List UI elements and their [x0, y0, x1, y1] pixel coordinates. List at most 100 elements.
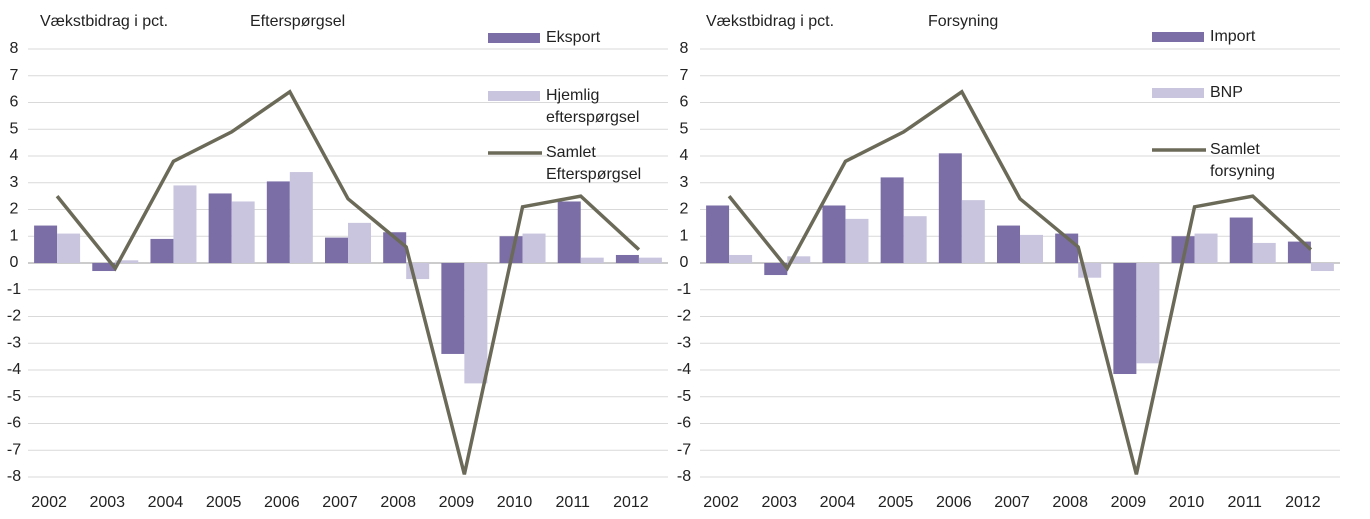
y-tick-label: 2 [10, 201, 19, 218]
legend-label: BNP [1210, 84, 1243, 101]
bar [289, 172, 313, 263]
bar [1020, 234, 1043, 263]
x-tick-label: 2008 [1052, 494, 1088, 511]
legend-label-line: Efterspørgsel [546, 166, 641, 183]
bar [173, 185, 197, 263]
bar [557, 201, 581, 263]
bar [1287, 241, 1311, 263]
bar [706, 205, 730, 263]
x-tick-label: 2005 [878, 494, 914, 511]
x-tick-label: 2006 [936, 494, 972, 511]
y-tick-label: -2 [7, 308, 21, 325]
bar [822, 205, 846, 263]
y-tick-label: 4 [10, 147, 19, 164]
y-tick-label: 8 [10, 40, 19, 57]
bar [1229, 217, 1253, 263]
bar [266, 181, 290, 263]
y-tick-label: 5 [680, 120, 689, 137]
bar [464, 263, 488, 384]
bar [499, 236, 523, 263]
legend-label-line: Samlet [546, 144, 596, 161]
y-tick-label: -5 [677, 388, 691, 405]
x-tick-label: 2002 [31, 494, 67, 511]
x-tick-label: 2012 [613, 494, 649, 511]
chart-title: Efterspørgsel [250, 13, 345, 30]
y-tick-label: 3 [10, 174, 19, 191]
legend-label-line: Hjemlig [546, 87, 599, 104]
y-tick-label: -1 [7, 281, 21, 298]
y-tick-label: 0 [680, 254, 689, 271]
bar [115, 260, 139, 263]
y-tick-label: -1 [677, 281, 691, 298]
line [727, 89, 1313, 475]
x-tick-label: 2003 [89, 494, 125, 511]
x-tick-label: 2012 [1285, 494, 1321, 511]
y-tick-label: 0 [10, 254, 19, 271]
bar [787, 256, 811, 263]
bar [208, 193, 232, 263]
y-tick-label: 4 [680, 147, 689, 164]
y-tick-label: 7 [680, 67, 689, 84]
legend-swatch [488, 33, 540, 43]
bar [638, 257, 662, 263]
bar [1171, 236, 1195, 263]
bar [150, 238, 174, 263]
legend-swatch [1152, 88, 1204, 98]
bar [845, 218, 869, 263]
x-tick-label: 2007 [994, 494, 1030, 511]
bar [997, 225, 1020, 263]
x-tick-label: 2002 [703, 494, 739, 511]
x-tick-label: 2011 [1228, 494, 1263, 511]
bar [1194, 233, 1218, 263]
x-tick-label: 2011 [556, 494, 591, 511]
bar [348, 222, 371, 263]
bar [961, 200, 985, 263]
y-axis-label: Vækstbidrag i pct. [40, 13, 168, 30]
chart-title: Forsyning [928, 13, 998, 30]
y-axis-label: Vækstbidrag i pct. [706, 13, 834, 30]
x-tick-label: 2006 [264, 494, 300, 511]
y-tick-label: -2 [677, 308, 691, 325]
y-tick-label: -8 [7, 468, 21, 485]
x-tick-label: 2004 [820, 494, 856, 511]
bar [1252, 242, 1276, 263]
y-tick-label: 2 [680, 201, 689, 218]
y-tick-label: 6 [10, 94, 19, 111]
x-tick-label: 2003 [761, 494, 797, 511]
bar [615, 254, 639, 263]
legend-label: Samlet forsyning [1210, 141, 1275, 180]
y-tick-label: 8 [680, 40, 689, 57]
bar [92, 263, 116, 272]
y-tick-label: 6 [680, 94, 689, 111]
x-tick-label: 2007 [322, 494, 358, 511]
legend-swatch [488, 91, 540, 101]
y-tick-label: -7 [677, 441, 691, 458]
legend-label: Import [1210, 28, 1256, 45]
bar [57, 233, 81, 263]
y-tick-label: -3 [677, 334, 691, 351]
x-tick-label: 2010 [497, 494, 533, 511]
y-tick-label: -6 [7, 415, 21, 432]
legend-label: Hjemlig efterspørgsel [546, 87, 639, 126]
y-tick-label: -4 [677, 361, 691, 378]
line [55, 89, 641, 475]
x-tick-label: 2008 [380, 494, 416, 511]
y-tick-label: 5 [10, 120, 19, 137]
x-tick-label: 2005 [206, 494, 242, 511]
bar [903, 216, 927, 263]
legend-label: Samlet Efterspørgsel [546, 144, 641, 183]
bar [580, 257, 604, 263]
y-tick-label: -7 [7, 441, 21, 458]
bar [764, 263, 788, 276]
legend-label-line: forsyning [1210, 163, 1275, 180]
legend-label-line: efterspørgsel [546, 109, 639, 126]
x-tick-label: 2004 [148, 494, 184, 511]
y-tick-label: 3 [680, 174, 689, 191]
x-tick-label: 2009 [1111, 494, 1147, 511]
bar [325, 237, 348, 263]
bar [729, 254, 753, 263]
x-tick-label: 2010 [1169, 494, 1205, 511]
bar [1310, 263, 1334, 272]
